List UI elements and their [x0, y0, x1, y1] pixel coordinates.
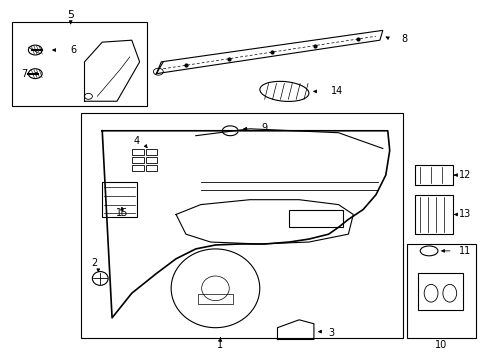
Bar [131, 165, 143, 171]
Bar [417, 273, 462, 310]
Bar [145, 165, 157, 171]
Bar [407, 244, 475, 338]
Bar [414, 195, 452, 234]
Text: 13: 13 [458, 210, 470, 220]
Text: 3: 3 [328, 328, 334, 338]
Text: 2: 2 [91, 258, 97, 268]
Bar [102, 182, 137, 217]
Text: 11: 11 [458, 246, 470, 256]
Text: 14: 14 [330, 86, 342, 96]
Text: 8: 8 [401, 34, 407, 44]
Bar [289, 210, 343, 227]
Text: 1: 1 [217, 341, 223, 350]
Bar [414, 165, 452, 185]
Text: 7: 7 [21, 69, 28, 79]
Bar [131, 157, 143, 163]
Bar [81, 113, 402, 338]
Text: 4: 4 [133, 136, 140, 145]
Text: 6: 6 [71, 45, 77, 55]
Bar [12, 22, 146, 106]
Bar [131, 149, 143, 156]
Text: 10: 10 [434, 341, 446, 350]
Bar [145, 157, 157, 163]
Bar [197, 294, 233, 304]
Text: 15: 15 [116, 208, 128, 219]
Text: 9: 9 [261, 123, 267, 133]
Text: 5: 5 [67, 10, 74, 19]
Bar [145, 149, 157, 156]
Text: 12: 12 [458, 170, 470, 180]
